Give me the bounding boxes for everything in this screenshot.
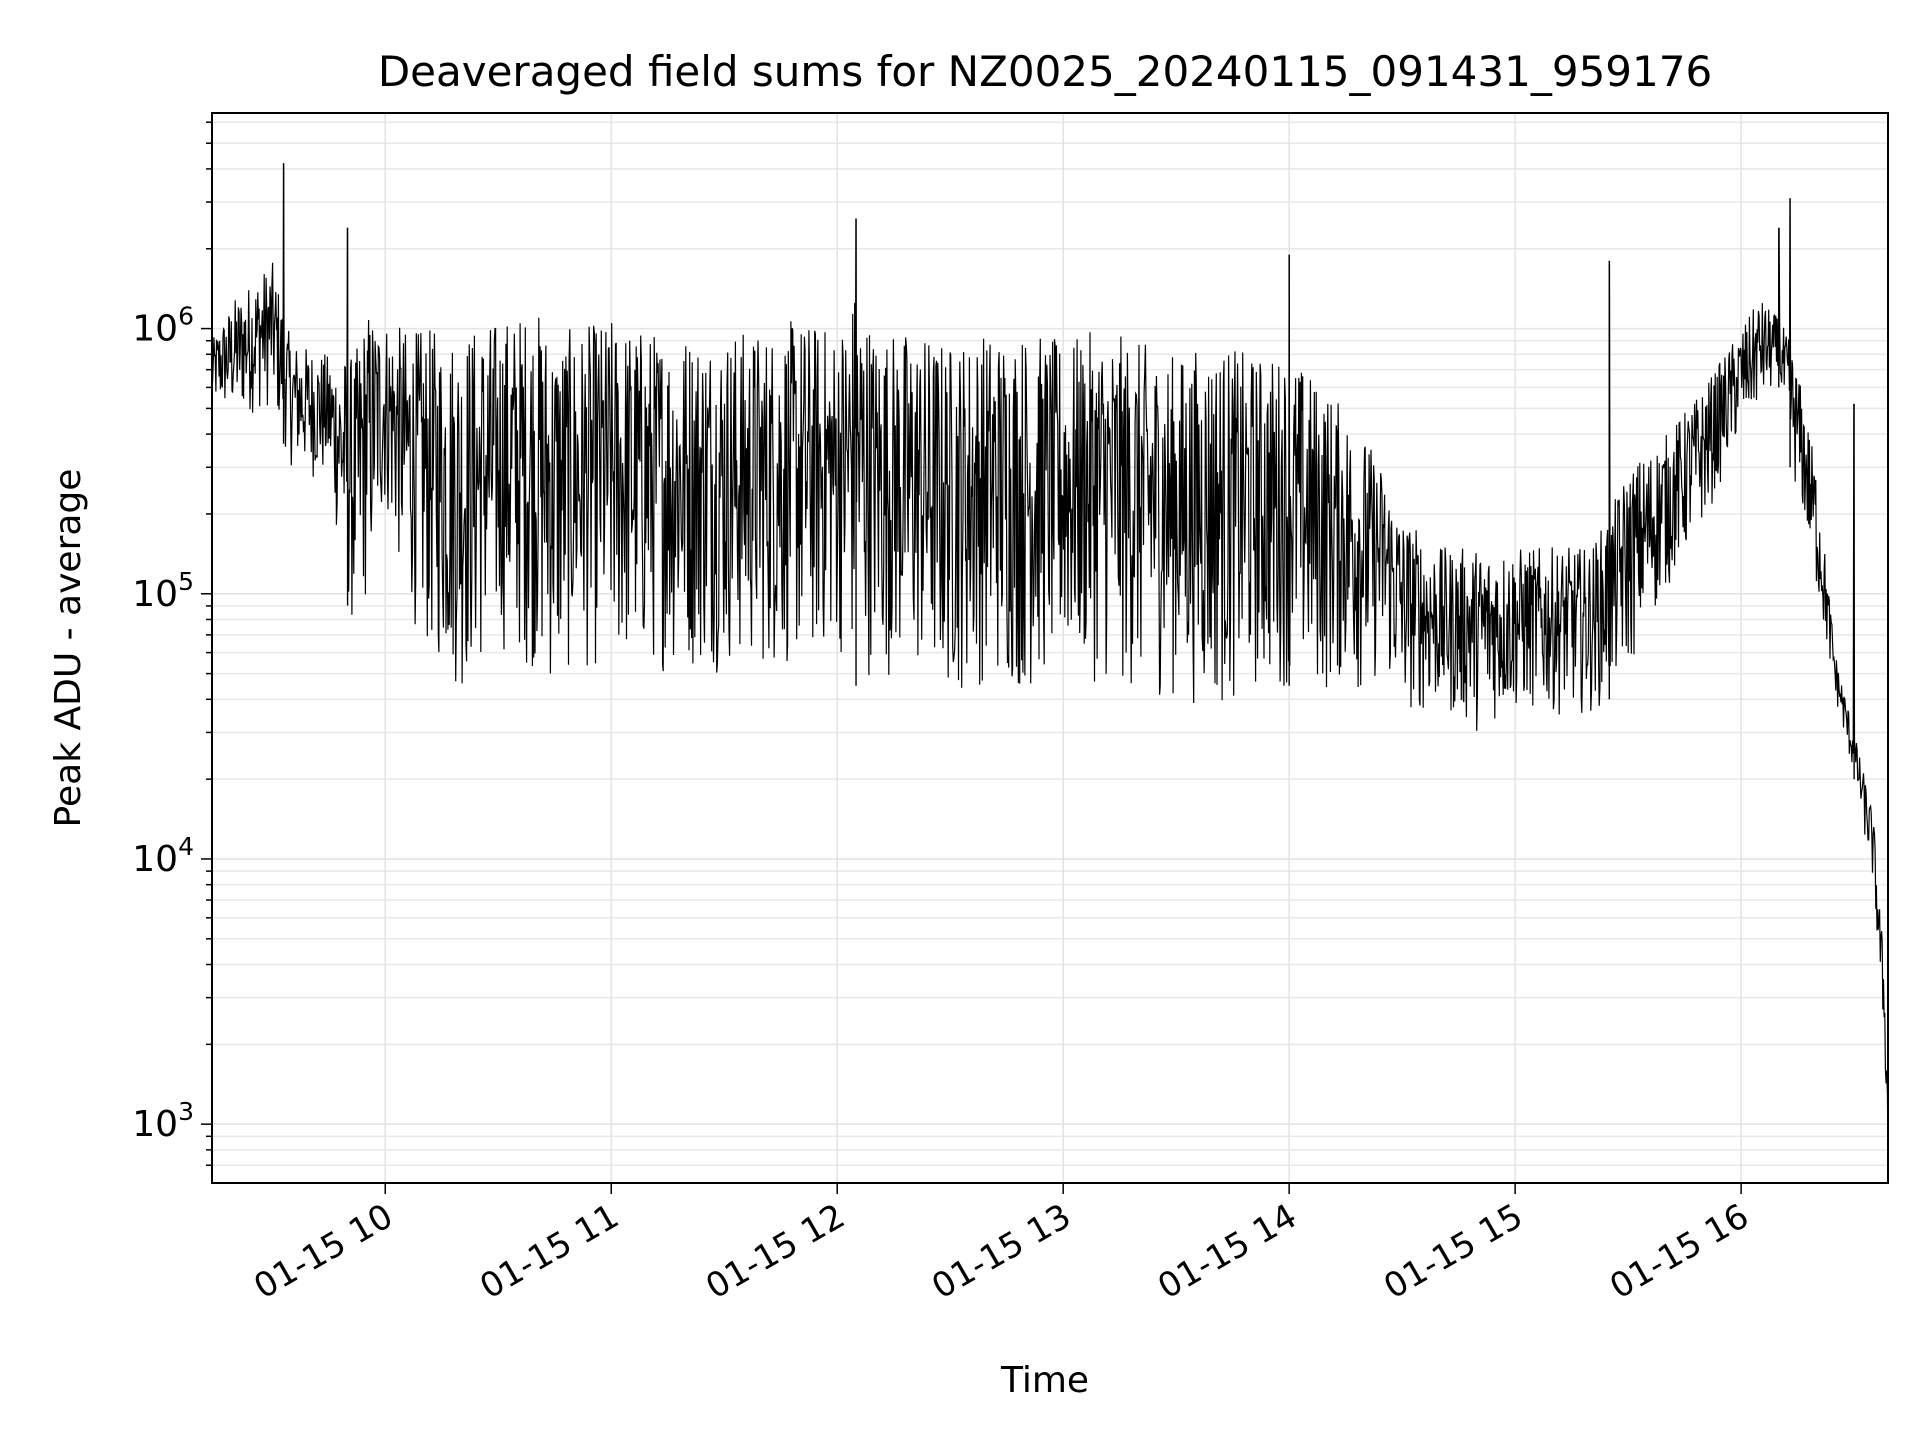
y-axis-ticks: 103 104 105 106 — [132, 121, 212, 1166]
y-tick-label: 106 — [132, 302, 194, 350]
x-axis-label: Time — [1000, 1360, 1089, 1401]
chart-title: Deaveraged field sums for NZ0025_2024011… — [378, 47, 1712, 96]
series-line-group — [211, 163, 1889, 1150]
y-tick-label: 104 — [132, 832, 194, 880]
plot-frame — [211, 112, 1889, 1184]
y-tick-label: 105 — [132, 567, 194, 615]
y-axis-label: Peak ADU - average — [48, 469, 89, 828]
y-tick-label: 103 — [132, 1097, 194, 1145]
